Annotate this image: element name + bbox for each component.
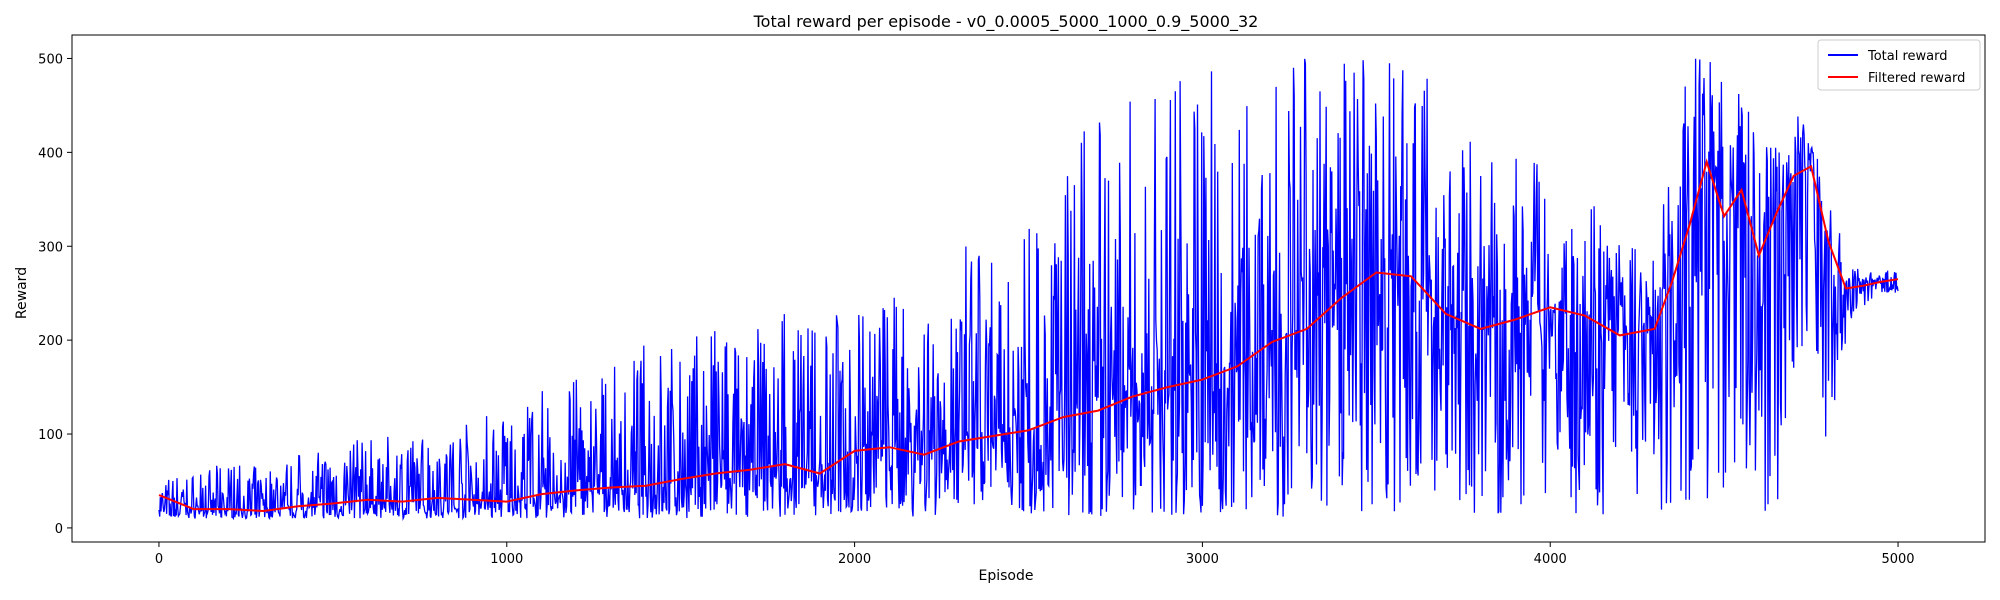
- series-lines: [158, 158, 1899, 513]
- x-axis-label: Episode: [979, 568, 1034, 584]
- legend-label-filtered-reward: Filtered reward: [1868, 71, 1965, 86]
- y-tick-label: 100: [38, 428, 63, 443]
- legend-label-total-reward: Total reward: [1867, 49, 1948, 64]
- total-reward-spikes: [158, 58, 1899, 521]
- legend: Total reward Filtered reward: [1817, 39, 1981, 91]
- y-axis-ticks: 0 100 200 300 400 500: [38, 52, 72, 537]
- x-tick-label: 1000: [490, 552, 523, 567]
- plot-area: 0 1000 2000 3000 4000 5000 0 100 200 300 400 500: [38, 34, 1986, 567]
- y-tick-label: 0: [55, 522, 63, 537]
- x-tick-label: 5000: [1881, 552, 1914, 567]
- filtered-reward-line: [158, 158, 1899, 513]
- total-reward-raw-line: [158, 58, 1899, 521]
- x-tick-label: 3000: [1186, 552, 1219, 567]
- plot-frame: [71, 34, 1986, 543]
- y-tick-label: 300: [38, 240, 63, 255]
- y-tick-label: 200: [38, 334, 63, 349]
- x-tick-label: 4000: [1534, 552, 1567, 567]
- y-axis-label: Reward: [14, 267, 30, 319]
- y-tick-label: 500: [38, 52, 63, 67]
- x-tick-label: 0: [155, 552, 163, 567]
- legend-box: [1817, 39, 1981, 91]
- x-axis-ticks: 0 1000 2000 3000 4000 5000: [155, 542, 1915, 567]
- x-tick-label: 2000: [838, 552, 871, 567]
- y-tick-label: 400: [38, 146, 63, 161]
- chart-title: Total reward per episode - v0_0.0005_500…: [753, 12, 1259, 32]
